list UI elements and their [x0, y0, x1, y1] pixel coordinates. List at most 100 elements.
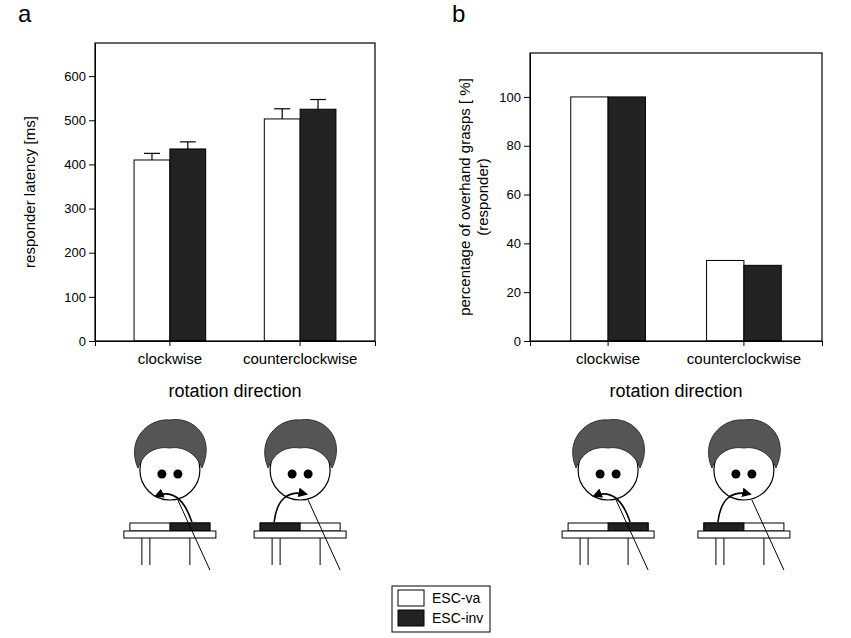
tick: 600: [64, 69, 95, 84]
cartoon-leg: [763, 538, 764, 565]
tick-label: 20: [507, 285, 521, 300]
plot-frame: [530, 53, 822, 341]
cartoon-arrow: [274, 493, 306, 522]
tick: clockwise: [576, 341, 640, 367]
bar: [707, 260, 744, 341]
error-bar-line: [317, 100, 318, 110]
cartoon-arm: [616, 500, 648, 570]
cartoon-eye: [288, 470, 297, 479]
x-axis-title: rotation direction: [609, 381, 742, 401]
cartoon-leg: [723, 538, 724, 565]
cartoon-eye: [747, 470, 756, 479]
error-bar: [180, 142, 196, 149]
plot-frame: [95, 43, 375, 341]
tick-label: 200: [64, 245, 86, 260]
cartoon-eye: [173, 470, 182, 479]
cartoon-leg: [272, 538, 273, 565]
tick-mark: [524, 97, 530, 98]
axis-line: [95, 44, 96, 342]
cartoon-eye: [731, 470, 740, 479]
y-axis-title: (responder): [474, 158, 491, 236]
cartoon-bar-half: [260, 523, 300, 531]
cartoon-eye: [157, 470, 166, 479]
tick: clockwise: [138, 341, 202, 367]
tick-label: 60: [507, 187, 521, 202]
tick-mark: [89, 76, 95, 77]
cartoon-leg: [189, 538, 190, 565]
bar: [300, 109, 336, 341]
cartoon-arm: [752, 500, 784, 570]
tick-mark: [524, 195, 530, 196]
legend-label: ESC-inv: [432, 610, 483, 626]
tick-label: 40: [507, 236, 521, 251]
tick-mark: [89, 341, 95, 342]
error-bar-cap: [274, 108, 290, 109]
tick-label: 80: [507, 138, 521, 153]
error-bar-line: [151, 153, 152, 160]
tick: counterclockwise: [687, 341, 801, 367]
cartoon-arrow: [718, 493, 750, 522]
tick: 500: [64, 113, 95, 128]
bar: [134, 160, 170, 341]
axis-line: [96, 342, 376, 347]
tick: 0: [514, 334, 530, 349]
tick-label: 400: [64, 157, 86, 172]
tick-mark: [608, 341, 609, 346]
cartoon-arm: [308, 500, 340, 570]
cartoon-leg: [588, 538, 589, 565]
tick-mark: [89, 120, 95, 121]
tick-mark: [89, 164, 95, 165]
cartoon-arm: [178, 500, 210, 570]
error-bar-line: [282, 109, 283, 119]
error-bar: [310, 100, 326, 110]
legend-swatch: [398, 590, 424, 606]
error-bar-line: [187, 142, 188, 149]
error-bar: [274, 109, 290, 119]
error-bar-cap: [180, 141, 196, 142]
tick: 40: [507, 236, 530, 251]
y-axis-title: responder latency [ms]: [21, 116, 38, 268]
tick-mark: [89, 253, 95, 254]
cartoon-hair: [573, 420, 645, 468]
tick: 60: [507, 187, 530, 202]
tick-mark: [524, 243, 530, 244]
cartoon-eye: [612, 470, 621, 479]
cartoon-table: [124, 531, 216, 538]
cartoon-leg: [149, 538, 150, 565]
cartoon: [698, 420, 790, 570]
tick: 200: [64, 245, 95, 260]
tick: 0: [79, 334, 95, 349]
cartoon-eye: [304, 470, 313, 479]
tick-label: 300: [64, 201, 86, 216]
cartoon-table: [254, 531, 346, 538]
tick-mark: [169, 341, 170, 346]
tick-label: 0: [514, 334, 521, 349]
cartoon: [124, 420, 216, 570]
tick-mark: [743, 341, 744, 346]
tick-label: clockwise: [576, 350, 640, 367]
tick: 300: [64, 201, 95, 216]
bar: [264, 119, 300, 341]
cartoon: [254, 420, 346, 570]
cartoon-table: [562, 531, 654, 538]
tick-label: 100: [499, 90, 521, 105]
tick-mark: [89, 209, 95, 210]
axis-line: [531, 342, 823, 347]
y-axis-title: percentage of overhand grasps [ %]: [456, 78, 473, 316]
cartoon-leg: [280, 538, 281, 565]
cartoon-table: [698, 531, 790, 538]
panel-label: a: [18, 0, 32, 27]
cartoon-eye: [596, 470, 605, 479]
y-axis: 0 20 40 60 80 100: [499, 54, 530, 349]
tick: 100: [499, 90, 530, 105]
cartoon-leg: [580, 538, 581, 565]
tick: 400: [64, 157, 95, 172]
tick-label: counterclockwise: [243, 350, 357, 367]
tick-mark: [300, 341, 301, 346]
tick-label: clockwise: [138, 350, 202, 367]
legend-swatch: [398, 610, 424, 626]
tick-mark: [89, 297, 95, 298]
cartoon-hair: [134, 420, 206, 468]
cartoon-hair: [265, 420, 337, 468]
cartoon: [562, 420, 654, 570]
